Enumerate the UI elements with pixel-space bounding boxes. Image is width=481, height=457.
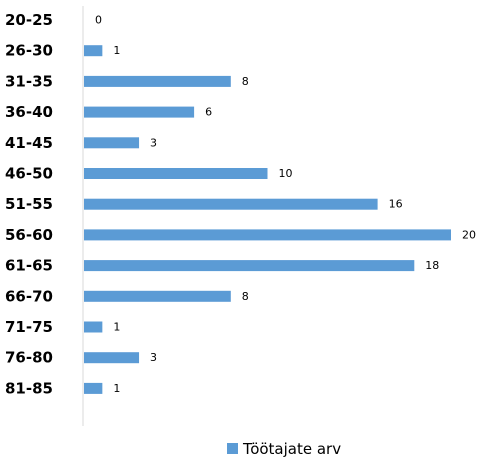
bar: [84, 382, 103, 394]
category-label: 81-85: [5, 379, 53, 397]
bar: [84, 290, 231, 302]
category-label: 20-25: [5, 11, 53, 29]
data-label: 3: [150, 136, 157, 149]
category-label: 46-50: [5, 165, 53, 183]
data-label: 20: [462, 228, 476, 241]
category-label: 51-55: [5, 195, 53, 213]
bar: [84, 45, 103, 57]
category-label: 66-70: [5, 287, 53, 305]
bar: [84, 168, 268, 179]
bars-group: [84, 45, 451, 394]
data-label: 8: [242, 290, 249, 303]
data-label: 1: [113, 382, 120, 395]
bar: [84, 198, 378, 210]
bar: [84, 137, 140, 149]
data-label: 6: [205, 106, 212, 119]
data-label: 16: [389, 198, 403, 211]
category-labels-group: 20-25 26-30 31-35 36-40 41-45 46-50 51-55 56-60…: [5, 11, 53, 397]
legend: Töötajate arv: [227, 440, 341, 457]
data-label: 10: [279, 167, 293, 180]
data-label: 18: [425, 259, 439, 272]
data-label: 1: [113, 44, 120, 57]
data-label: 0: [95, 14, 102, 27]
data-label: 8: [242, 75, 249, 88]
category-label: 41-45: [5, 134, 53, 152]
bar: [84, 75, 231, 87]
legend-label: Töötajate arv: [242, 440, 341, 457]
category-label: 56-60: [5, 226, 53, 244]
category-label: 31-35: [5, 72, 53, 90]
category-label: 26-30: [5, 42, 53, 60]
bar: [84, 229, 451, 241]
legend-swatch: [227, 443, 238, 454]
bar: [84, 321, 103, 333]
bar: [84, 260, 415, 272]
category-label: 71-75: [5, 318, 53, 336]
category-label: 36-40: [5, 103, 53, 121]
data-label: 1: [113, 321, 120, 334]
data-label: 3: [150, 351, 157, 364]
bar: [84, 106, 195, 118]
bar: [84, 352, 140, 364]
category-label: 76-80: [5, 349, 53, 367]
category-label: 61-65: [5, 257, 53, 275]
